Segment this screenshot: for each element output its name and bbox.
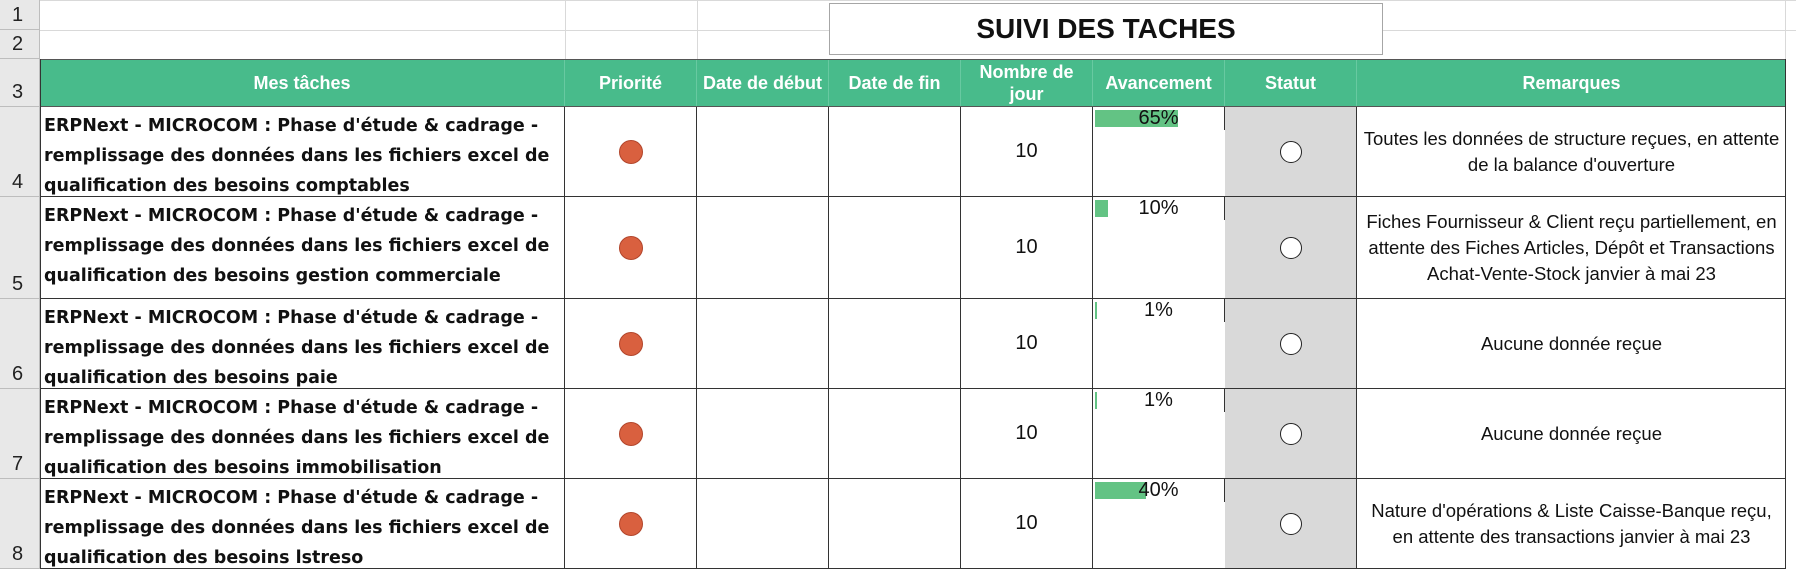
- empty-circle-icon: [1279, 332, 1302, 355]
- row-header-2[interactable]: 2: [0, 30, 40, 59]
- progress-cell[interactable]: 1%: [1093, 389, 1225, 412]
- status-cell[interactable]: [1225, 107, 1357, 196]
- red-circle-icon: [618, 421, 643, 446]
- days-cell[interactable]: 10: [961, 299, 1093, 388]
- row-header-7[interactable]: 7: [0, 389, 40, 479]
- row-header-4[interactable]: 4: [0, 107, 40, 197]
- table-row: ERPNext - MICROCOM : Phase d'étude & cad…: [40, 479, 1786, 569]
- status-cell[interactable]: [1225, 197, 1357, 298]
- table-border: [40, 59, 41, 569]
- remarks-cell[interactable]: Toutes les données de structure reçues, …: [1363, 127, 1780, 175]
- row-header-1[interactable]: 1: [0, 0, 40, 30]
- header-task[interactable]: Mes tâches: [40, 60, 565, 106]
- status-cell[interactable]: [1225, 299, 1357, 388]
- row-header-8[interactable]: 8: [0, 479, 40, 569]
- header-start-date[interactable]: Date de début: [697, 60, 829, 106]
- row-header-5[interactable]: 5: [0, 197, 40, 299]
- gridline: [697, 0, 698, 59]
- header-priority[interactable]: Priorité: [565, 60, 697, 106]
- status-cell[interactable]: [1225, 479, 1357, 568]
- table-border: [1785, 59, 1786, 569]
- days-cell[interactable]: 10: [961, 479, 1093, 568]
- table-row: ERPNext - MICROCOM : Phase d'étude & cad…: [40, 107, 1786, 197]
- empty-circle-icon: [1279, 236, 1302, 259]
- progress-bar: [1095, 200, 1108, 217]
- red-circle-icon: [618, 511, 643, 536]
- progress-bar: [1095, 392, 1097, 409]
- progress-cell[interactable]: 1%: [1093, 299, 1225, 322]
- table-row: ERPNext - MICROCOM : Phase d'étude & cad…: [40, 197, 1786, 299]
- task-cell[interactable]: ERPNext - MICROCOM : Phase d'étude & cad…: [40, 479, 565, 568]
- header-progress[interactable]: Avancement: [1093, 60, 1225, 106]
- priority-cell[interactable]: [565, 107, 697, 196]
- red-circle-icon: [618, 331, 643, 356]
- task-cell[interactable]: ERPNext - MICROCOM : Phase d'étude & cad…: [40, 299, 565, 388]
- status-cell[interactable]: [1225, 389, 1357, 478]
- gridline: [1785, 0, 1786, 59]
- progress-bar: [1095, 110, 1178, 127]
- table-header: Mes tâches Priorité Date de début Date d…: [40, 59, 1786, 107]
- progress-label: 40%: [1138, 479, 1179, 501]
- start-date-cell[interactable]: [697, 479, 829, 568]
- progress-bar: [1095, 302, 1097, 319]
- progress-label: 1%: [1144, 389, 1173, 411]
- remarks-cell[interactable]: Aucune donnée reçue: [1480, 422, 1663, 444]
- start-date-cell[interactable]: [697, 107, 829, 196]
- days-cell[interactable]: 10: [961, 107, 1093, 196]
- end-date-cell[interactable]: [829, 197, 961, 298]
- end-date-cell[interactable]: [829, 299, 961, 388]
- progress-label: 65%: [1138, 107, 1179, 129]
- progress-label: 1%: [1144, 299, 1173, 321]
- empty-circle-icon: [1279, 140, 1302, 163]
- days-cell[interactable]: 10: [961, 389, 1093, 478]
- task-cell[interactable]: ERPNext - MICROCOM : Phase d'étude & cad…: [40, 389, 565, 478]
- header-days[interactable]: Nombre de jour: [961, 60, 1093, 106]
- header-end-date[interactable]: Date de fin: [829, 60, 961, 106]
- end-date-cell[interactable]: [829, 389, 961, 478]
- priority-cell[interactable]: [565, 389, 697, 478]
- progress-label: 10%: [1138, 197, 1179, 219]
- progress-cell[interactable]: 65%: [1093, 107, 1225, 130]
- progress-cell[interactable]: 10%: [1093, 197, 1225, 220]
- task-cell[interactable]: ERPNext - MICROCOM : Phase d'étude & cad…: [40, 197, 565, 298]
- progress-bar: [1095, 482, 1146, 499]
- gridline: [40, 0, 1796, 1]
- days-cell[interactable]: 10: [961, 197, 1093, 298]
- header-status[interactable]: Statut: [1225, 60, 1357, 106]
- red-circle-icon: [618, 139, 643, 164]
- table-row: ERPNext - MICROCOM : Phase d'étude & cad…: [40, 299, 1786, 389]
- row-header-3[interactable]: 3: [0, 59, 40, 107]
- red-circle-icon: [618, 235, 643, 260]
- empty-circle-icon: [1279, 512, 1302, 535]
- progress-cell[interactable]: 40%: [1093, 479, 1225, 502]
- sheet-title[interactable]: SUIVI DES TACHES: [829, 3, 1383, 55]
- remarks-cell[interactable]: Aucune donnée reçue: [1480, 332, 1663, 354]
- remarks-cell[interactable]: Fiches Fournisseur & Client reçu partiel…: [1366, 210, 1777, 284]
- row-header-6[interactable]: 6: [0, 299, 40, 389]
- end-date-cell[interactable]: [829, 107, 961, 196]
- remarks-cell[interactable]: Nature d'opérations & Liste Caisse-Banqu…: [1371, 499, 1772, 547]
- gridline: [565, 0, 566, 59]
- end-date-cell[interactable]: [829, 479, 961, 568]
- start-date-cell[interactable]: [697, 197, 829, 298]
- task-cell[interactable]: ERPNext - MICROCOM : Phase d'étude & cad…: [40, 107, 565, 196]
- table-row: ERPNext - MICROCOM : Phase d'étude & cad…: [40, 389, 1786, 479]
- start-date-cell[interactable]: [697, 299, 829, 388]
- priority-cell[interactable]: [565, 479, 697, 568]
- start-date-cell[interactable]: [697, 389, 829, 478]
- priority-cell[interactable]: [565, 197, 697, 298]
- empty-circle-icon: [1279, 422, 1302, 445]
- priority-cell[interactable]: [565, 299, 697, 388]
- header-remarks[interactable]: Remarques: [1522, 73, 1621, 93]
